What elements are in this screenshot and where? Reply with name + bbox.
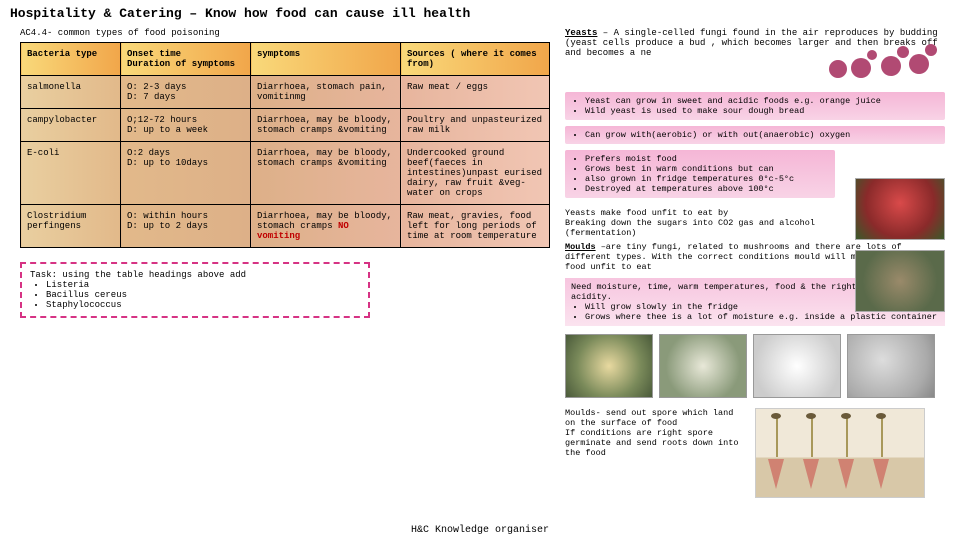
mould-image <box>847 334 935 398</box>
task-box: Task: using the table headings above add… <box>20 262 370 318</box>
task-item: Bacillus cereus <box>46 290 360 300</box>
task-item: Staphylococcus <box>46 300 360 310</box>
cell-sources: Raw meat / eggs <box>401 76 550 109</box>
footer: H&C Knowledge organiser <box>411 525 549 536</box>
page-title: Hospitality & Catering – Know how food c… <box>0 0 960 27</box>
yeasts-title-bold: Yeasts <box>565 28 597 38</box>
cell-onset: O: within hours D: up to 2 days <box>121 205 251 248</box>
th-bacteria: Bacteria type <box>21 43 121 76</box>
cell-bacteria: campylobacter <box>21 109 121 142</box>
cell-symptoms: Diarrhoea, may be bloody, stomach cramps… <box>251 109 401 142</box>
mould-fact: Grows where thee is a lot of moisture e.… <box>585 312 939 322</box>
cell-symptoms: Diarrhoea, stomach pain, vomitinmg <box>251 76 401 109</box>
mould-image <box>659 334 747 398</box>
mould-image <box>753 334 841 398</box>
th-onset: Onset time Duration of symptoms <box>121 43 251 76</box>
yeast-fact: Yeast can grow in sweet and acidic foods… <box>585 96 939 106</box>
table-row: E-coli O:2 days D: up to 10days Diarrhoe… <box>21 142 550 205</box>
yeast-facts-box-3: Prefers moist food Grows best in warm co… <box>565 150 835 198</box>
moulds-title-bold: Moulds <box>565 242 596 252</box>
th-symptoms: symptoms <box>251 43 401 76</box>
task-item: Listeria <box>46 280 360 290</box>
cell-onset: O;12-72 hours D: up to a week <box>121 109 251 142</box>
cell-onset: O: 2-3 days D: 7 days <box>121 76 251 109</box>
spore-block: Moulds- send out spore which land on the… <box>565 408 945 498</box>
cell-bacteria: Clostridium perfingens <box>21 205 121 248</box>
task-intro: Task: using the table headings above add <box>30 270 360 280</box>
spore-diagram <box>755 408 925 498</box>
th-sources: Sources ( where it comes from) <box>401 43 550 76</box>
yeast-fact: Prefers moist food <box>585 154 829 164</box>
cell-sources: Raw meat, gravies, food left for long pe… <box>401 205 550 248</box>
table-header-row: Bacteria type Onset time Duration of sym… <box>21 43 550 76</box>
yeast-fact: also grown in fridge temperatures 0°c-5°… <box>585 174 829 184</box>
cell-sources: Undercooked ground beef(faeces in intest… <box>401 142 550 205</box>
symptoms-text: Diarrhoea, may be bloody, stomach cramps <box>257 211 392 231</box>
table-subheading: AC4.4- common types of food poisoning <box>20 28 550 38</box>
food-poisoning-table: Bacteria type Onset time Duration of sym… <box>20 42 550 248</box>
cell-onset: O:2 days D: up to 10days <box>121 142 251 205</box>
yeast-fact: Wild yeast is used to make sour dough br… <box>585 106 939 116</box>
spore-text: Moulds- send out spore which land on the… <box>565 408 745 498</box>
cell-sources: Poultry and unpasteurized raw milk <box>401 109 550 142</box>
mould-image <box>565 334 653 398</box>
cell-symptoms: Diarrhoea, may be bloody, stomach cramps… <box>251 142 401 205</box>
table-row: campylobacter O;12-72 hours D: up to a w… <box>21 109 550 142</box>
left-column: AC4.4- common types of food poisoning Ba… <box>20 28 550 318</box>
cell-symptoms: Diarrhoea, may be bloody, stomach cramps… <box>251 205 401 248</box>
mould-images-row <box>565 334 945 398</box>
mouldy-bread-image <box>855 250 945 312</box>
cell-bacteria: E-coli <box>21 142 121 205</box>
table-row: salmonella O: 2-3 days D: 7 days Diarrho… <box>21 76 550 109</box>
yeast-budding-diagram <box>829 44 939 90</box>
strawberry-image <box>855 178 945 240</box>
task-list: Listeria Bacillus cereus Staphylococcus <box>30 280 360 310</box>
yeast-fact: Destroyed at temperatures above 100°c <box>585 184 829 194</box>
yeast-facts-box-2: Can grow with(aerobic) or with out(anaer… <box>565 126 945 144</box>
yeast-fermentation-note: Yeasts make food unfit to eat by Breakin… <box>565 208 825 238</box>
table-row: Clostridium perfingens O: within hours D… <box>21 205 550 248</box>
yeast-fact: Grows best in warm conditions but can <box>585 164 829 174</box>
yeast-facts-box-1: Yeast can grow in sweet and acidic foods… <box>565 92 945 120</box>
yeast-fact: Can grow with(aerobic) or with out(anaer… <box>585 130 939 140</box>
right-column: Yeasts – A single-celled fungi found in … <box>565 28 945 498</box>
cell-bacteria: salmonella <box>21 76 121 109</box>
